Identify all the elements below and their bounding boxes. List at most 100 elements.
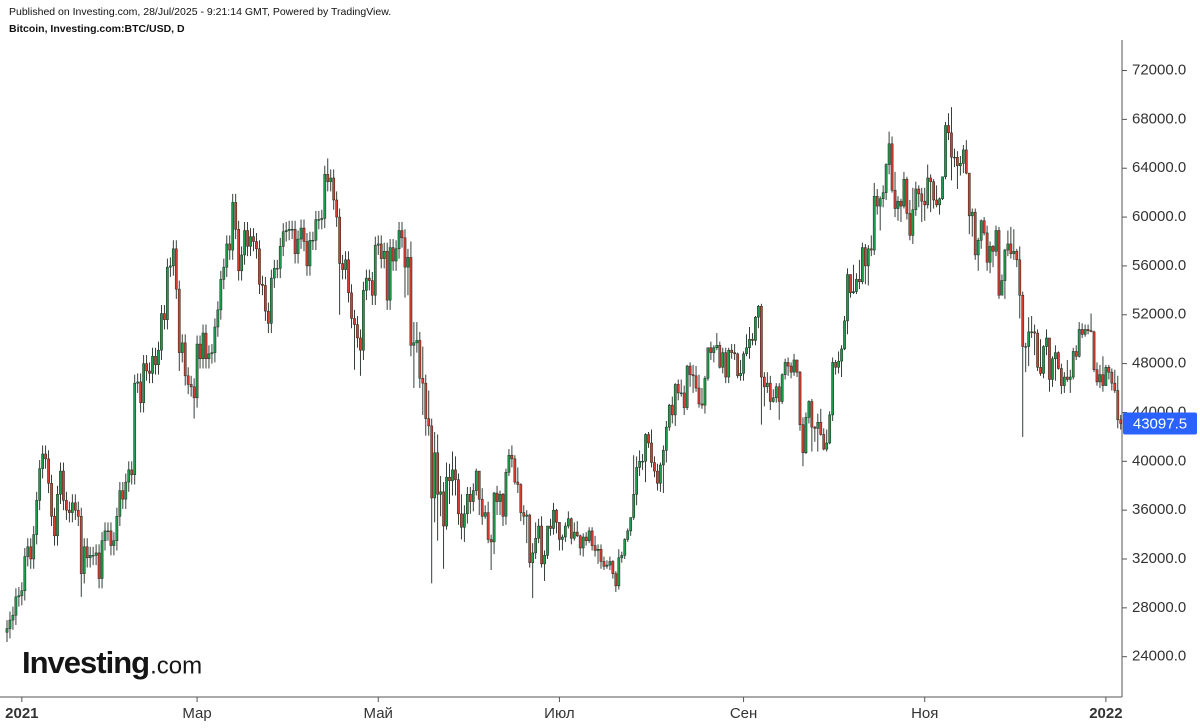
candle-body (956, 156, 959, 167)
candle-body (82, 546, 86, 574)
candle-body (483, 512, 487, 517)
candle-body (1068, 376, 1072, 380)
candle-body (62, 470, 65, 501)
candle-body (329, 177, 333, 182)
candle-body (887, 143, 891, 165)
candle-body (290, 229, 294, 231)
candle-body (944, 125, 947, 178)
candle-body (17, 595, 21, 598)
candle-body (130, 469, 134, 475)
candle-body (825, 442, 829, 450)
candle-body (463, 513, 466, 528)
candle-body (629, 517, 633, 532)
candle-body (394, 248, 398, 262)
candle-body (1083, 329, 1087, 335)
candle-body (362, 290, 365, 351)
candle-body (468, 494, 472, 502)
candle-body (338, 216, 341, 264)
candle-body (471, 490, 475, 502)
candle-body (287, 229, 291, 231)
candle-body (166, 266, 169, 320)
candle-body (528, 514, 532, 563)
y-tick-label: 64000.0 (1132, 159, 1186, 176)
candle-body (706, 347, 710, 379)
candle-body (308, 240, 312, 267)
candle-body (718, 345, 722, 368)
candle-body (397, 230, 401, 250)
candle-body (727, 349, 731, 378)
candle-body (174, 248, 178, 290)
candle-body (869, 248, 873, 251)
candle-body (964, 149, 968, 174)
candle-body (691, 374, 695, 377)
candle-body (1054, 352, 1057, 359)
candle-body (688, 365, 692, 375)
candle-body (1018, 259, 1022, 296)
candle-body (1033, 331, 1036, 334)
candle-body (795, 359, 799, 373)
candle-body (858, 279, 861, 283)
candle-body (112, 540, 116, 546)
candle-body (899, 200, 903, 207)
candle-body (424, 382, 428, 419)
candle-body (923, 200, 927, 206)
candle-body (777, 386, 781, 402)
candle-body (1036, 332, 1039, 368)
y-tick-label: 32000.0 (1132, 550, 1186, 567)
candle-body (522, 512, 526, 517)
candle-body (763, 376, 766, 388)
candle-body (353, 318, 356, 325)
candle-body (1000, 280, 1004, 296)
candle-body (365, 277, 368, 291)
x-tick-label: Май (364, 705, 393, 722)
candle-body (659, 464, 662, 484)
candle-body (584, 536, 588, 541)
candle-body (863, 247, 867, 267)
candle-body (644, 434, 647, 462)
candle-body (703, 378, 707, 406)
candle-body (1110, 371, 1114, 384)
candle-body (317, 219, 321, 221)
candle-body (617, 557, 621, 587)
candle-body (1048, 337, 1051, 380)
candle-body (489, 539, 493, 543)
candle-body (148, 370, 151, 374)
candle-body (430, 425, 434, 499)
candle-body (905, 178, 909, 214)
candle-body (911, 209, 915, 236)
candle-body (326, 174, 330, 182)
price-tag-label: 43097.5 (1133, 415, 1187, 432)
candle-body (495, 492, 499, 502)
candle-body (457, 479, 460, 515)
candle-body (724, 352, 728, 378)
candle-body (988, 246, 992, 263)
candle-body (269, 277, 273, 324)
y-tick-label: 56000.0 (1132, 257, 1186, 274)
candle-body (1039, 367, 1042, 374)
y-tick-label: 28000.0 (1132, 599, 1186, 616)
y-tick-label: 52000.0 (1132, 306, 1186, 323)
candle-body (662, 450, 665, 466)
candle-body (694, 375, 698, 389)
candle-body (41, 453, 44, 469)
candle-body (139, 381, 143, 403)
candle-body (20, 590, 24, 596)
price-tag (1123, 412, 1197, 435)
candle-body (780, 374, 784, 402)
candle-body (590, 530, 594, 546)
candle-body (650, 442, 653, 463)
candle-body (902, 178, 906, 207)
candle-body (1027, 331, 1031, 347)
candle-body (370, 280, 374, 296)
candle-body (106, 530, 110, 532)
candle-body (38, 468, 42, 501)
y-tick-label: 24000.0 (1132, 648, 1186, 665)
candle-body (997, 230, 1001, 296)
candle-body (558, 522, 561, 540)
candle-body (320, 218, 324, 220)
candle-body (670, 404, 674, 416)
candle-body (335, 199, 339, 218)
candle-body (789, 365, 793, 373)
candle-body (272, 268, 276, 279)
